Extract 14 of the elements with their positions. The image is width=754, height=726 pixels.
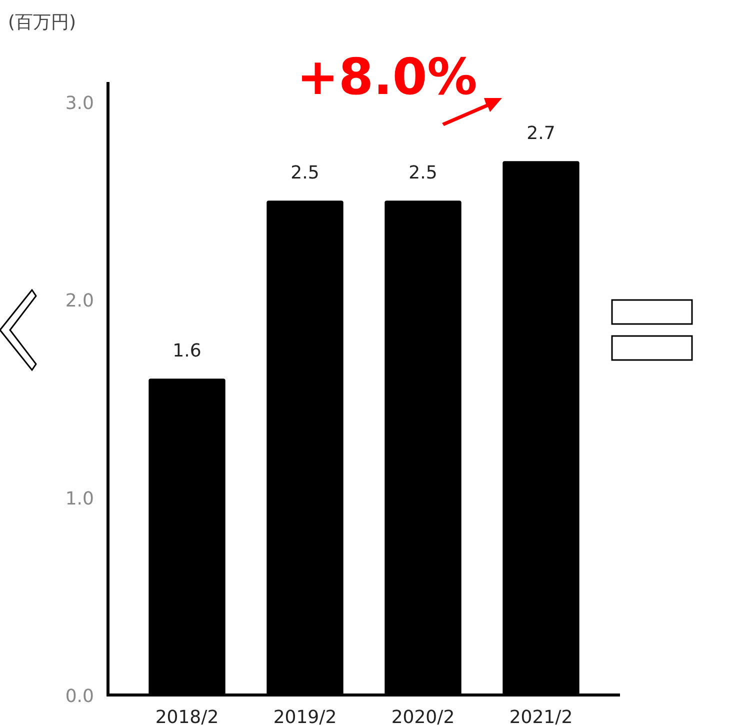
y-tick-label: 2.0 bbox=[65, 290, 94, 312]
data-label: 2.7 bbox=[526, 123, 556, 144]
data-label: 1.6 bbox=[172, 340, 202, 362]
y-tick-label: 3.0 bbox=[65, 92, 94, 114]
data-label: 2.5 bbox=[408, 162, 438, 184]
annotation: +8.0% bbox=[296, 48, 478, 106]
x-tick-label: 2020/2 bbox=[391, 707, 455, 726]
data-label: 2.5 bbox=[290, 162, 320, 184]
x-tick-label: 2018/2 bbox=[155, 707, 219, 726]
x-tick-label: 2019/2 bbox=[273, 707, 337, 726]
y-axis-title: (百万円) bbox=[8, 12, 76, 33]
y-tick-label: 0.0 bbox=[65, 686, 94, 707]
y-tick-label: 1.0 bbox=[65, 488, 94, 510]
x-tick-label: 2021/2 bbox=[509, 707, 573, 726]
